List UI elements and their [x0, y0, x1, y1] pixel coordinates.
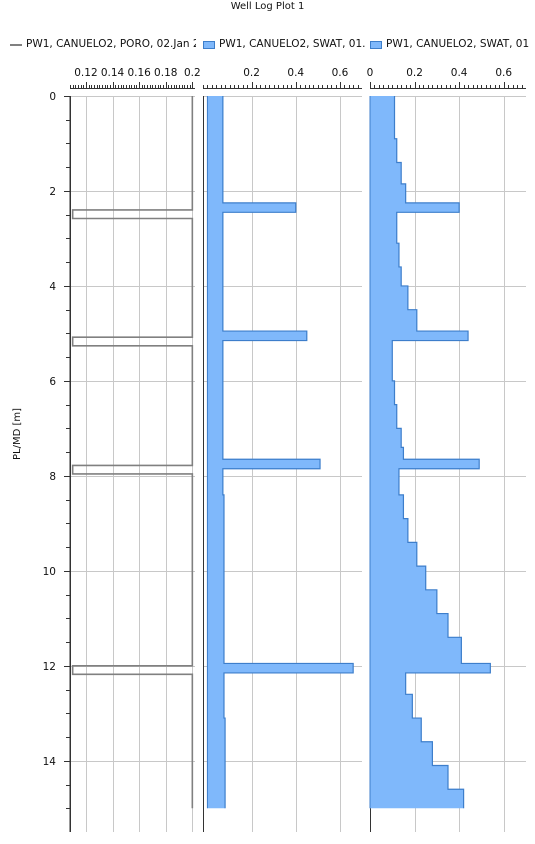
track-3: 0 0.2 0.4 0.6 [367, 67, 526, 832]
legend-line-swatch [10, 44, 22, 46]
track-1: 0.12 0.14 0.16 0.18 0.2 [70, 67, 201, 832]
legend-label: PW1, CANUELO2, PORO, 02.Jan 20 [26, 38, 196, 50]
swat-curve [391, 96, 491, 809]
y-tick-label: 8 [49, 471, 56, 483]
y-tick-label: 0 [49, 91, 56, 103]
x-tick-label: 0.16 [127, 67, 151, 79]
swat-area [207, 96, 354, 809]
track-2: 0.2 0.4 0.6 [203, 67, 362, 832]
x-tick-label: 0.18 [154, 67, 177, 79]
y-tick-label: 2 [49, 186, 56, 198]
y-tick-label: 10 [43, 566, 56, 578]
poro-curve [71, 96, 194, 809]
x-tick-label: 0 [367, 67, 374, 79]
x-tick-label: 0.4 [287, 67, 304, 79]
swat-curve [222, 96, 354, 809]
legend-area-swatch [370, 41, 382, 49]
x-tick-label: 0.2 [406, 67, 423, 79]
swat-area [370, 96, 491, 809]
y-tick-label: 14 [43, 756, 57, 768]
x-tick-label: 0.2 [243, 67, 260, 79]
legend-item-poro[interactable]: PW1, CANUELO2, PORO, 02.Jan 20 [10, 38, 196, 52]
x-tick-label: 0.4 [451, 67, 468, 79]
y-tick-label: 12 [43, 661, 56, 673]
legend-item-swat-1[interactable]: PW1, CANUELO2, SWAT, 01.. [203, 38, 365, 52]
legend-area-swatch [203, 41, 215, 49]
y-tick-label: 4 [49, 281, 56, 293]
x-tick-label: 0.12 [74, 67, 97, 79]
x-tick-label: 0.6 [495, 67, 512, 79]
x-tick-label: 0.2 [184, 67, 201, 79]
legend-item-swat-2[interactable]: PW1, CANUELO2, SWAT, 01. [370, 38, 530, 52]
x-tick-label: 0.6 [332, 67, 349, 79]
y-tick-label: 6 [49, 376, 56, 388]
x-tick-label: 0.14 [101, 67, 125, 79]
legend-label: PW1, CANUELO2, SWAT, 01. [386, 38, 530, 50]
legend-label: PW1, CANUELO2, SWAT, 01.. [219, 38, 365, 50]
plot-title: Well Log Plot 1 [230, 1, 305, 12]
